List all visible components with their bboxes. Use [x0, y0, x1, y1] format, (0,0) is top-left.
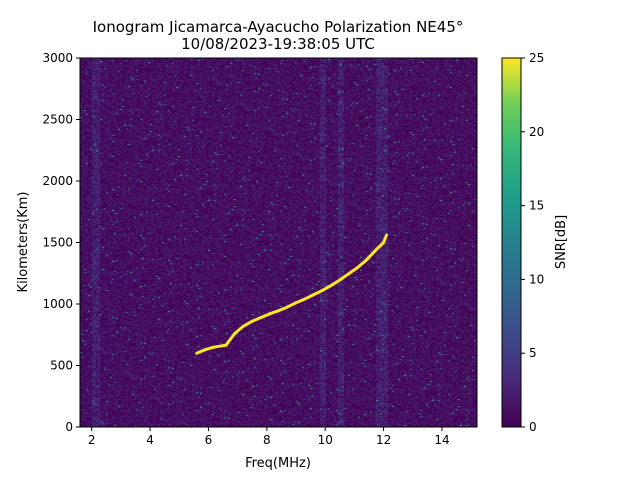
colorbar-tick-label: 25 — [529, 51, 544, 65]
echo-trace — [195, 233, 389, 355]
trace-segment — [241, 319, 254, 328]
x-axis-label: Freq(MHz) — [245, 456, 311, 471]
trace-segment — [212, 343, 228, 349]
y-tick-label: 2500 — [42, 113, 73, 127]
x-tick-label: 8 — [263, 433, 271, 447]
colorbar-tick-label: 15 — [529, 199, 544, 213]
plot-area — [80, 58, 477, 427]
trace-segment — [338, 272, 351, 282]
trace-segment — [355, 258, 368, 270]
colorbar-tick-label: 20 — [529, 125, 544, 139]
y-tick-label: 0 — [65, 420, 73, 434]
trace-segment — [259, 312, 272, 320]
y-tick-label: 500 — [50, 359, 73, 373]
trace-segment — [312, 288, 324, 297]
trace-segment — [294, 297, 307, 305]
colorbar-label: SNR[dB] — [554, 215, 569, 269]
x-tick-label: 2 — [88, 433, 96, 447]
trace-segment — [277, 305, 289, 313]
trace-segment — [195, 348, 208, 355]
noise-field — [80, 58, 477, 427]
trace-segment — [224, 332, 237, 347]
colorbar-axis: 0 5 10 15 20 25 — [521, 51, 544, 434]
chart-title-line2: 10/08/2023-19:38:05 UTC — [181, 35, 375, 53]
y-tick-label: 1500 — [42, 236, 73, 250]
y-tick-label: 3000 — [42, 51, 73, 65]
trace-segment — [303, 293, 316, 301]
y-tick-label: 1000 — [42, 297, 73, 311]
trace-segment — [204, 345, 216, 352]
x-tick-label: 12 — [376, 433, 391, 447]
trace-segment — [329, 278, 342, 288]
colorbar-tick-label: 10 — [529, 272, 544, 286]
x-tick-label: 6 — [205, 433, 213, 447]
trace-segment — [364, 249, 377, 262]
colorbar-tick-label: 0 — [529, 420, 537, 434]
y-axis: 0 500 1000 1500 2000 2500 3000 — [42, 51, 80, 434]
trace-segment — [285, 301, 298, 309]
trace-segment — [347, 266, 359, 276]
trace-segment — [373, 241, 386, 253]
x-tick-label: 4 — [146, 433, 154, 447]
y-axis-label: Kilometers(Km) — [16, 192, 31, 293]
trace-segment — [320, 284, 333, 292]
x-tick-label: 14 — [434, 433, 449, 447]
x-axis: 2 4 6 8 10 12 14 — [88, 427, 450, 447]
trace-segment — [233, 324, 245, 336]
chart-title-line1: Ionogram Jicamarca-Ayacucho Polarization… — [93, 18, 464, 36]
y-tick-label: 2000 — [42, 174, 73, 188]
colorbar — [501, 57, 522, 428]
trace-segment — [382, 233, 389, 244]
colorbar-tick-label: 5 — [529, 346, 537, 360]
trace-segment — [268, 309, 280, 316]
trace-segment — [250, 316, 263, 323]
x-tick-label: 10 — [318, 433, 333, 447]
